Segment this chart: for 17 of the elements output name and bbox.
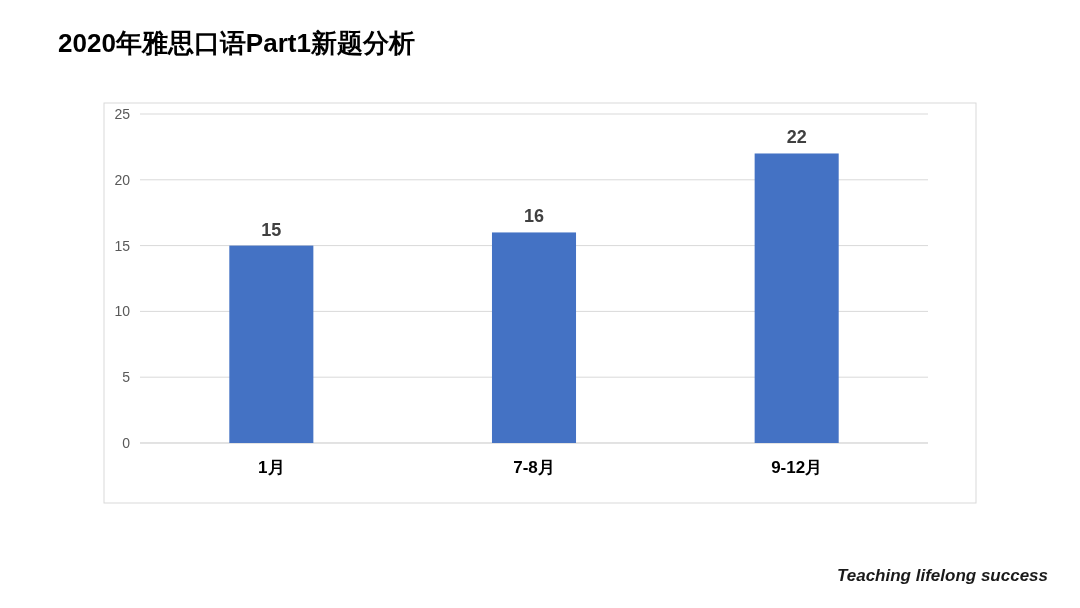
x-tick-label: 1月 — [258, 458, 285, 477]
x-tick-label: 9-12月 — [771, 458, 823, 477]
y-tick-label: 25 — [114, 106, 131, 122]
x-tick-label: 7-8月 — [513, 458, 555, 477]
y-tick-label: 15 — [114, 237, 131, 254]
data-label: 16 — [523, 206, 545, 227]
text: Teaching lifelong success — [837, 566, 1048, 585]
y-tick-label: 0 — [122, 435, 131, 451]
bar — [229, 245, 314, 443]
bar — [754, 153, 839, 443]
chart-title: 2020年雅思口语Part1新题分析 — [58, 28, 415, 58]
y-tick-label: 20 — [114, 171, 131, 188]
y-tick-label: 5 — [122, 369, 131, 386]
y-tick-label: 10 — [114, 303, 131, 320]
data-label: 22 — [786, 127, 807, 148]
data-label: 15 — [261, 219, 282, 240]
bar — [491, 232, 577, 443]
